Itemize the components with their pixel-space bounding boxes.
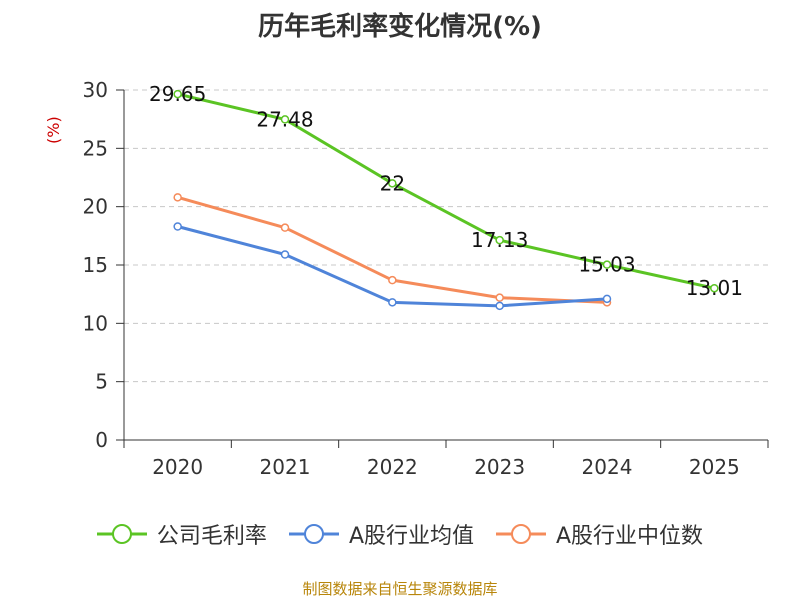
data-point <box>602 260 612 269</box>
y-tick-label: 10 <box>83 311 108 335</box>
legend-item[interactable]: A股行业中位数 <box>496 518 703 550</box>
y-tick-label: 25 <box>83 136 108 160</box>
x-tick-label: 2024 <box>582 455 633 479</box>
data-point <box>388 298 397 307</box>
legend: 公司毛利率 A股行业均值 A股行业中位数 <box>0 518 800 550</box>
data-label: 22 <box>380 171 405 195</box>
x-tick-label: 2025 <box>689 455 740 479</box>
source-note: 制图数据来自恒生聚源数据库 <box>302 580 498 598</box>
data-label: 17.13 <box>471 228 528 252</box>
legend-circle <box>303 524 324 544</box>
y-tick-label: 20 <box>83 195 108 219</box>
data-point <box>280 115 290 124</box>
data-label: 13.01 <box>686 276 743 300</box>
series-line <box>177 225 608 308</box>
x-tick-label: 2023 <box>474 455 525 479</box>
y-tick-label: 15 <box>83 253 108 277</box>
legend-item[interactable]: A股行业均值 <box>288 518 474 550</box>
legend-marker-icon <box>288 524 339 544</box>
series-layer <box>173 89 719 311</box>
chart-title: 历年毛利率变化情况(%) <box>258 12 542 42</box>
x-tick-label: 2020 <box>152 455 203 479</box>
y-tick-label: 5 <box>95 370 108 394</box>
data-point <box>602 294 612 304</box>
data-point <box>710 283 719 293</box>
y-tick-label: 0 <box>95 428 108 452</box>
data-point <box>495 293 504 302</box>
data-label-layer: 29.65 27.48 22 17.13 15.03 13.01 <box>149 82 743 300</box>
data-label: 15.03 <box>578 253 635 277</box>
data-point <box>280 250 290 259</box>
data-point <box>388 275 397 285</box>
y-tick-label: 30 <box>83 78 108 102</box>
data-point <box>495 301 504 311</box>
data-label: 27.48 <box>256 107 313 131</box>
grid-layer <box>124 89 768 383</box>
legend-label: 公司毛利率 <box>156 524 267 549</box>
legend-marker-icon <box>496 524 546 544</box>
data-point <box>388 179 397 188</box>
data-point <box>280 223 290 232</box>
data-point <box>173 89 182 99</box>
legend-item[interactable]: 公司毛利率 <box>96 518 267 550</box>
x-tick-label: 2022 <box>367 455 418 479</box>
data-point <box>495 235 504 245</box>
legend-marker-icon <box>96 524 147 544</box>
data-point <box>173 222 182 231</box>
legend-circle <box>111 524 132 544</box>
data-point <box>173 193 182 202</box>
x-tick-label: 2021 <box>260 455 311 479</box>
data-label: 29.65 <box>149 82 206 106</box>
legend-label: A股行业均值 <box>348 524 474 549</box>
legend-circle <box>511 524 531 544</box>
legend-label: A股行业中位数 <box>556 524 704 549</box>
series-line <box>177 92 715 290</box>
